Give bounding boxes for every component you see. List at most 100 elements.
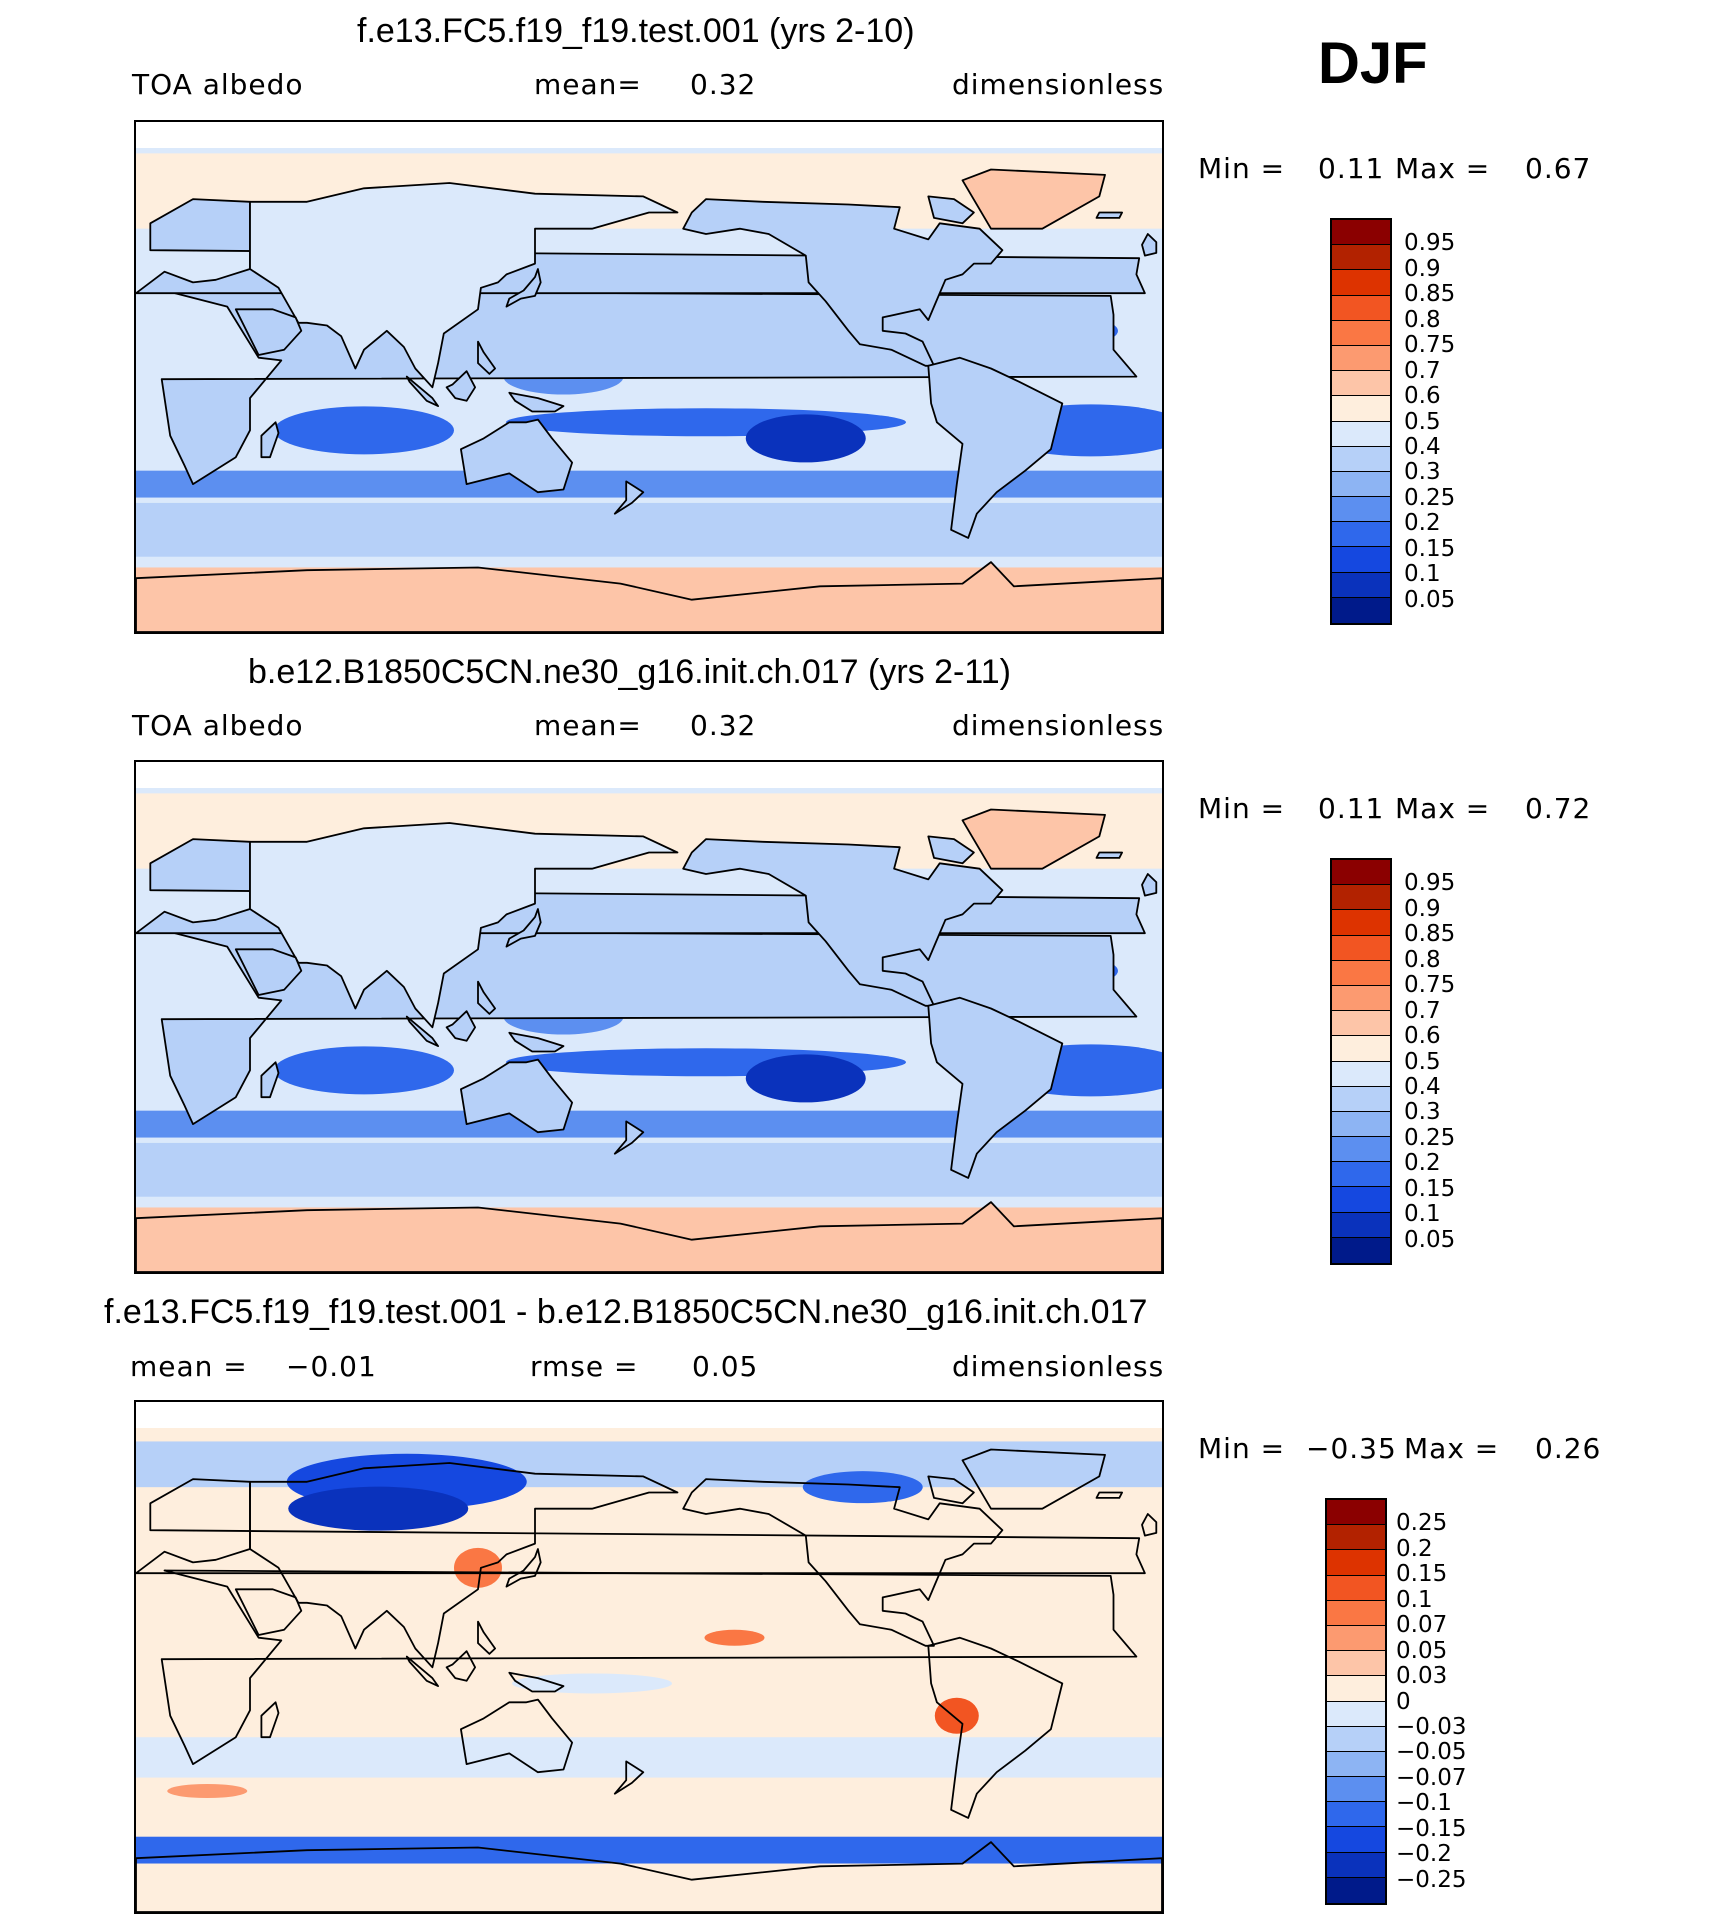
coastline-antarctica <box>136 561 1162 632</box>
colorbar-tick-label: 0.6 <box>1404 1023 1441 1050</box>
coastline-sumatra <box>405 1015 439 1047</box>
indian-ocean-low-albedo <box>274 406 454 455</box>
colorbar-box <box>1327 1550 1385 1576</box>
southern-ocean-band <box>136 1142 1162 1197</box>
indian-ocean-low-albedo <box>274 1046 454 1095</box>
panel-2-variable: TOA albedo <box>132 709 304 742</box>
colorbar-box <box>1332 446 1390 472</box>
colorbar-box <box>1332 1086 1390 1112</box>
colorbar-tick-label: 0.2 <box>1404 1150 1441 1177</box>
panel-2-map <box>134 760 1164 1274</box>
tropical-pacific-positive <box>704 1629 765 1646</box>
colorbar-box <box>1332 547 1390 573</box>
colorbar-box <box>1332 471 1390 498</box>
colorbar-tick-label: −0.25 <box>1396 1866 1467 1893</box>
colorbar-tick-label: 0.85 <box>1404 921 1456 948</box>
colorbar-box <box>1327 1827 1385 1853</box>
panel-1-mean-label: mean= <box>534 68 642 101</box>
se-pacific-low-albedo <box>745 1054 866 1103</box>
colorbar-tick-label: 0.7 <box>1404 357 1441 384</box>
coastline-baffin <box>927 1475 975 1505</box>
colorbar-tick-label: 0.3 <box>1404 1099 1441 1126</box>
colorbar-box <box>1332 497 1390 523</box>
coastline-africa <box>160 1569 1138 1765</box>
coastline-namerica <box>682 838 1004 1007</box>
panel-3-rmse-label: rmse = <box>530 1350 639 1383</box>
coastline-australia <box>460 1698 573 1774</box>
colorbar-tick-label: 0.25 <box>1396 1510 1448 1537</box>
southern-ocean-band <box>136 502 1162 557</box>
colorbar-tick-label: 0.4 <box>1404 433 1441 460</box>
colorbar-tick-label: 0 <box>1396 1688 1411 1715</box>
coastline-australia <box>460 1058 573 1134</box>
colorbar-tick-label: 0.7 <box>1404 997 1441 1024</box>
colorbar-box <box>1327 1600 1385 1626</box>
panel-3-title: f.e13.FC5.f19_f19.test.001 - b.e12.B1850… <box>104 1293 1148 1331</box>
colorbar-box <box>1332 1036 1390 1062</box>
coastline-japan <box>505 268 542 308</box>
colorbar-tick-label: 0.15 <box>1404 1175 1456 1202</box>
colorbar-box <box>1327 1877 1385 1903</box>
colorbar-tick-label: 0.9 <box>1404 895 1441 922</box>
colorbar-box <box>1332 220 1390 246</box>
colorbar-tick-label: −0.07 <box>1396 1764 1467 1791</box>
panel-1-colorbar <box>1330 218 1392 625</box>
colorbar-box <box>1327 1701 1385 1727</box>
coastline-greenland <box>961 168 1106 230</box>
panel-3-rmse-value: 0.05 <box>692 1350 759 1383</box>
coastline-iceland <box>1095 1491 1123 1499</box>
colorbar-tick-label: −0.1 <box>1396 1790 1452 1817</box>
colorbar-tick-label: 0.03 <box>1396 1663 1448 1690</box>
coastline-uk <box>1141 873 1158 897</box>
colorbar-tick-label: 0.05 <box>1404 1226 1456 1253</box>
coastline-iceland <box>1095 211 1123 219</box>
colorbar-box <box>1332 1162 1390 1188</box>
coastline-arabia <box>234 948 303 996</box>
coastline-samerica <box>927 356 1064 539</box>
coastline-borneo <box>445 1650 476 1682</box>
colorbar-tick-label: 0.1 <box>1396 1586 1433 1613</box>
colorbar-tick-label: 0.75 <box>1404 972 1456 999</box>
panel-1-min-value: 0.11 <box>1318 152 1385 185</box>
coastline-greenland <box>961 808 1106 870</box>
coastline-madagascar <box>260 1061 280 1099</box>
coastline-samerica <box>927 996 1064 1179</box>
colorbar-box <box>1327 1751 1385 1778</box>
coastline-newzealand <box>613 1760 645 1795</box>
colorbar-tick-label: 0.3 <box>1404 459 1441 486</box>
colorbar-tick-label: 0.85 <box>1404 281 1456 308</box>
colorbar-box <box>1332 1011 1390 1037</box>
panel-1-max-value: 0.67 <box>1525 152 1592 185</box>
colorbar-tick-label: 0.1 <box>1404 561 1441 588</box>
coastline-madagascar <box>260 1701 280 1739</box>
coastline-newguinea <box>508 391 565 413</box>
coastline-baffin <box>927 835 975 865</box>
colorbar-box <box>1327 1625 1385 1652</box>
colorbar-tick-label: 0.07 <box>1396 1612 1448 1639</box>
colorbar-tick-label: −0.2 <box>1396 1841 1452 1868</box>
coastline-asia <box>249 1462 679 1669</box>
panel-2-max-label: Max = <box>1395 792 1491 825</box>
colorbar-box <box>1332 885 1390 911</box>
colorbar-box <box>1327 1852 1385 1878</box>
colorbar-tick-label: 0.95 <box>1404 870 1456 897</box>
east-asia-positive <box>454 1547 502 1588</box>
colorbar-box <box>1332 597 1390 623</box>
colorbar-tick-label: 0.5 <box>1404 408 1441 435</box>
colorbar-tick-label: 0.05 <box>1396 1637 1448 1664</box>
colorbar-box <box>1332 1111 1390 1138</box>
colorbar-box <box>1332 960 1390 986</box>
panel-1-units: dimensionless <box>952 68 1165 101</box>
coastline-newguinea <box>508 1671 565 1693</box>
colorbar-box <box>1332 985 1390 1012</box>
north-america-negative <box>802 1471 923 1504</box>
coastline-philippines <box>477 1620 496 1655</box>
panel-1-mean-value: 0.32 <box>690 68 757 101</box>
panel-3-min-label: Min = <box>1198 1432 1286 1465</box>
colorbar-tick-label: −0.15 <box>1396 1815 1467 1842</box>
colorbar-tick-label: 0.8 <box>1404 946 1441 973</box>
coastline-newzealand <box>613 480 645 515</box>
coastline-iceland <box>1095 851 1123 859</box>
season-label: DJF <box>1318 31 1428 96</box>
midlat-diff-band <box>136 1737 1162 1778</box>
